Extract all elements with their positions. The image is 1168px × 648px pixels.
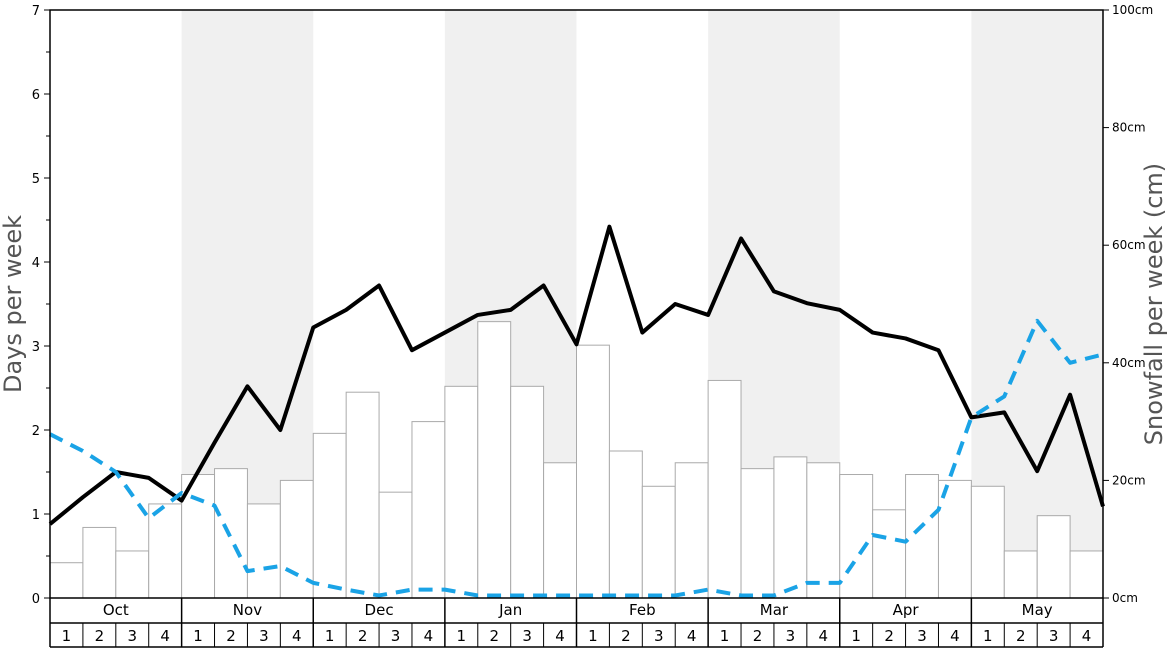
snowfall-bar — [576, 344, 610, 599]
week-label: 3 — [127, 627, 137, 645]
week-label: 4 — [424, 627, 434, 645]
week-label: 1 — [325, 627, 335, 645]
snowfall-bar — [872, 509, 907, 599]
week-label: 2 — [489, 627, 499, 645]
week-label: 3 — [391, 627, 401, 645]
snowfall-bar — [49, 562, 84, 599]
snowfall-bar — [214, 468, 248, 599]
y-tick-label: 5 — [32, 172, 40, 187]
snowfall-bar — [246, 503, 281, 599]
snowfall-bar — [773, 456, 808, 599]
month-label: Dec — [365, 601, 394, 619]
week-label: 4 — [687, 627, 697, 645]
week-label: 1 — [588, 627, 598, 645]
month-label: Oct — [103, 601, 129, 619]
month-label: Mar — [760, 601, 789, 619]
month-label: May — [1022, 601, 1053, 619]
week-label: 3 — [522, 627, 532, 645]
y-tick-label: 2 — [32, 424, 40, 439]
week-label: 1 — [193, 627, 203, 645]
week-label: 2 — [95, 627, 105, 645]
y-tick-label: 3 — [32, 340, 40, 355]
month-label: Nov — [233, 601, 262, 619]
snowfall-bar — [970, 485, 1005, 599]
series-lines — [48, 224, 1105, 598]
y2-tick-label: 20cm — [1112, 473, 1146, 487]
week-label: 1 — [720, 627, 730, 645]
snowfall-bar — [641, 485, 676, 599]
dashed-series-line — [49, 318, 1104, 598]
week-label: 4 — [292, 627, 302, 645]
snowfall-bar — [806, 462, 841, 599]
y-tick-label: 4 — [32, 256, 40, 271]
week-label: 3 — [786, 627, 796, 645]
snowfall-bar — [477, 321, 512, 599]
snowfall-bars — [49, 321, 1104, 599]
snowfall-bar — [674, 462, 709, 599]
snowfall-bar — [1069, 550, 1104, 599]
snowfall-bar — [312, 432, 347, 599]
week-label: 3 — [259, 627, 269, 645]
y2-tick-label: 100cm — [1112, 3, 1153, 17]
snowfall-bar — [411, 421, 446, 599]
y-tick-label: 1 — [32, 508, 40, 523]
snowfall-bar — [444, 385, 479, 599]
week-label: 3 — [654, 627, 664, 645]
week-label: 2 — [1016, 627, 1026, 645]
week-label: 4 — [950, 627, 960, 645]
solid-series-line — [48, 224, 1105, 526]
y-tick-label: 7 — [32, 4, 40, 19]
week-label: 1 — [62, 627, 72, 645]
week-label: 2 — [621, 627, 631, 645]
y2-tick-label: 80cm — [1112, 121, 1146, 135]
week-label: 4 — [1082, 627, 1092, 645]
snowfall-bar — [1036, 515, 1071, 599]
snowfall-bar — [1003, 550, 1038, 599]
snowfall-bar — [608, 450, 643, 599]
x-axis-table: Oct 1 2 3 4 Nov 1 2 3 4 Dec 1 2 3 4 Jan 1 2 3 4 Feb 1 2 3 4 Mar 1 2… — [49, 598, 1104, 648]
y2-tick-label: 0cm — [1112, 591, 1138, 605]
y2-tick-label: 40cm — [1112, 356, 1146, 370]
week-label: 2 — [358, 627, 368, 645]
snowfall-bar — [115, 550, 150, 599]
week-label: 4 — [160, 627, 170, 645]
y-axis-title: Days per week — [0, 215, 27, 393]
week-label: 1 — [983, 627, 993, 645]
week-label: 4 — [819, 627, 829, 645]
snowfall-bar — [345, 391, 380, 599]
week-label: 2 — [884, 627, 894, 645]
week-label: 3 — [917, 627, 927, 645]
right-axis: 0cm 20cm 40cm 60cm 80cm 100cm — [1103, 3, 1153, 605]
y-tick-label: 6 — [32, 88, 40, 103]
month-label: Jan — [498, 601, 522, 619]
left-axis: 0 1 2 3 4 5 6 7 — [32, 4, 50, 607]
month-label: Apr — [893, 601, 920, 619]
week-label: 1 — [457, 627, 467, 645]
snowfall-bar — [707, 379, 742, 599]
week-label: 1 — [851, 627, 861, 645]
week-label: 3 — [1049, 627, 1059, 645]
snowfall-bar — [839, 474, 874, 599]
snowfall-bar — [905, 474, 939, 599]
snowfall-bar — [82, 526, 117, 599]
month-label: Feb — [629, 601, 656, 619]
snowfall-bar — [378, 491, 413, 599]
week-label: 2 — [226, 627, 236, 645]
snowfall-bar — [148, 503, 183, 599]
snowfall-bar — [543, 462, 577, 599]
y-tick-label: 0 — [32, 592, 40, 607]
y2-tick-label: 60cm — [1112, 238, 1146, 252]
week-label: 2 — [753, 627, 763, 645]
snowfall-bar — [510, 385, 545, 599]
y2-axis-title: Snowfall per week (cm) — [1140, 163, 1168, 445]
snowfall-bar — [740, 468, 775, 599]
week-label: 4 — [555, 627, 565, 645]
